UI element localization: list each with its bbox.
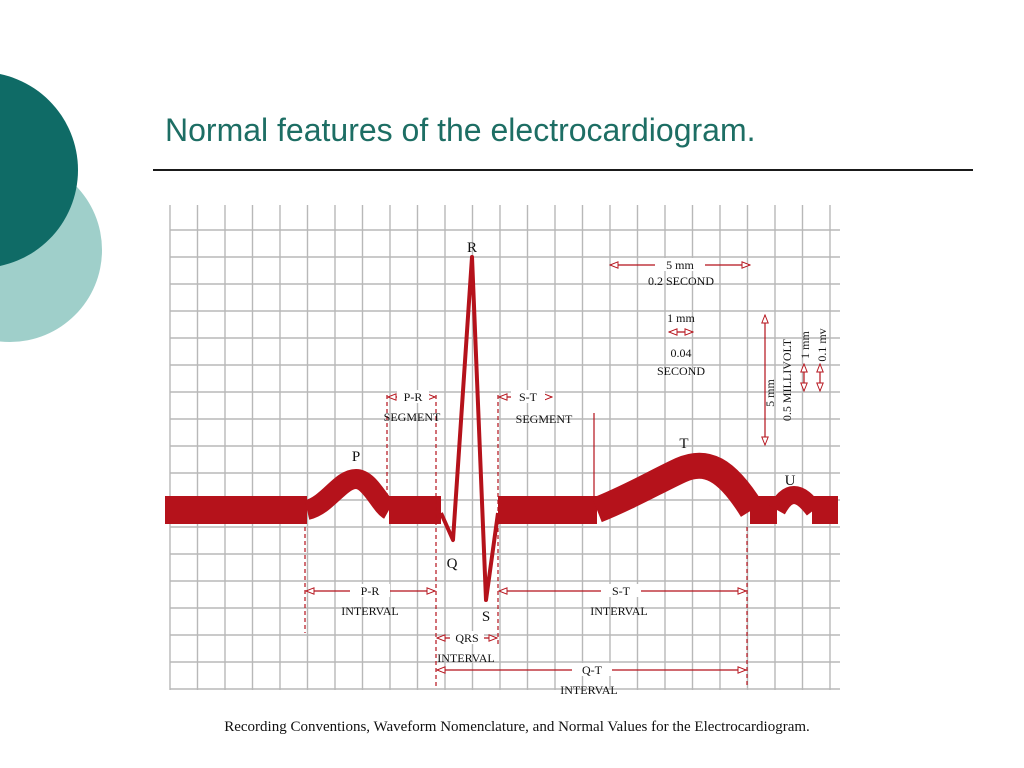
- qt-interval-label-2: INTERVAL: [560, 683, 617, 697]
- small-box-label-1: 1 mm: [667, 311, 695, 325]
- pr-interval-label-2: INTERVAL: [341, 604, 398, 618]
- t-wave: [592, 452, 764, 523]
- st-segment-label-1: S-T: [519, 390, 538, 404]
- small-box-label-2: 0.04: [671, 346, 692, 360]
- title-divider: [153, 169, 973, 171]
- wave-label-r: R: [467, 240, 477, 256]
- qrs-complex: [439, 255, 500, 602]
- ecg-diagram: R P Q S T U P-R SEGMENT S-T SEGMENT P-R …: [165, 205, 840, 697]
- wave-label-s: S: [482, 609, 490, 625]
- slide-title: Normal features of the electrocardiogram…: [165, 112, 756, 148]
- amplitude-small-label-2: 0.1 mv: [815, 328, 829, 361]
- qt-interval-label-1: Q-T: [582, 663, 603, 677]
- large-box-label-1: 5 mm: [666, 258, 694, 272]
- amplitude-large-label-2: 0.5 MILLIVOLT: [780, 338, 794, 421]
- dashed-markers: [304, 395, 748, 687]
- ecg-waveform: [165, 255, 838, 602]
- wave-label-p: P: [352, 449, 360, 465]
- ecg-labels: R P Q S T U P-R SEGMENT S-T SEGMENT P-R …: [341, 240, 829, 697]
- pr-segment-label-2: SEGMENT: [384, 410, 441, 424]
- amplitude-small-label-1: 1 mm: [798, 331, 812, 359]
- st-segment-label-2: SEGMENT: [516, 412, 573, 426]
- small-box-label-3: SECOND: [657, 364, 705, 378]
- wave-label-u: U: [785, 473, 796, 489]
- wave-label-q: Q: [447, 556, 458, 572]
- st-interval-label-2: INTERVAL: [590, 604, 647, 618]
- pr-segment-label-1: P-R: [404, 390, 423, 404]
- arrow-label-masks: [350, 258, 705, 676]
- slide-decoration: [0, 74, 102, 342]
- decor-circle-dark: [0, 74, 78, 266]
- qrs-interval-label-2: INTERVAL: [437, 651, 494, 665]
- figure-caption: Recording Conventions, Waveform Nomencla…: [224, 719, 810, 735]
- p-wave: [303, 469, 396, 520]
- u-wave: [769, 486, 822, 516]
- qrs-interval-label-1: QRS: [455, 631, 478, 645]
- wave-label-t: T: [679, 436, 688, 452]
- ecg-grid: [169, 205, 840, 690]
- large-box-label-2: 0.2 SECOND: [648, 274, 714, 288]
- st-interval-label-1: S-T: [612, 584, 631, 598]
- amplitude-large-label-1: 5 mm: [763, 379, 777, 407]
- pr-interval-label-1: P-R: [361, 584, 380, 598]
